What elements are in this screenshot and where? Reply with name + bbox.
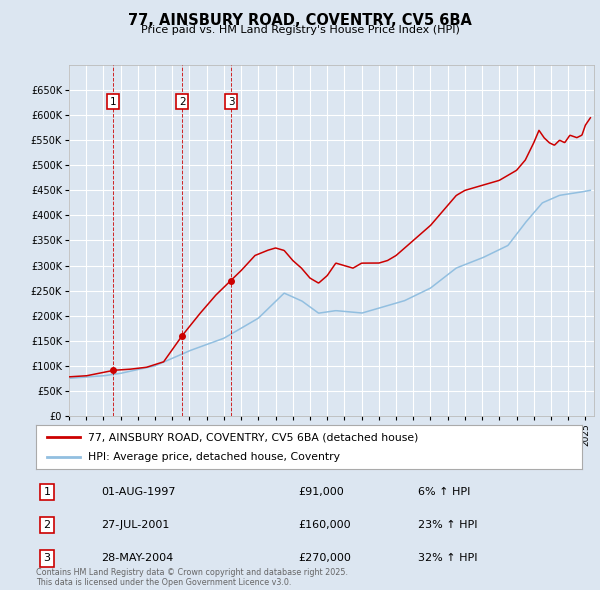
Text: 2: 2 <box>43 520 50 530</box>
Text: 6% ↑ HPI: 6% ↑ HPI <box>418 487 470 497</box>
Text: 27-JUL-2001: 27-JUL-2001 <box>101 520 170 530</box>
Text: £160,000: £160,000 <box>298 520 351 530</box>
Text: 32% ↑ HPI: 32% ↑ HPI <box>418 553 478 563</box>
Text: 23% ↑ HPI: 23% ↑ HPI <box>418 520 478 530</box>
Text: 28-MAY-2004: 28-MAY-2004 <box>101 553 174 563</box>
Text: HPI: Average price, detached house, Coventry: HPI: Average price, detached house, Cove… <box>88 452 340 461</box>
Text: Contains HM Land Registry data © Crown copyright and database right 2025.
This d: Contains HM Land Registry data © Crown c… <box>36 568 348 587</box>
Text: 01-AUG-1997: 01-AUG-1997 <box>101 487 176 497</box>
Text: 2: 2 <box>179 97 185 107</box>
Text: £91,000: £91,000 <box>298 487 344 497</box>
Text: 1: 1 <box>110 97 117 107</box>
Text: 3: 3 <box>43 553 50 563</box>
Text: 77, AINSBURY ROAD, COVENTRY, CV5 6BA (detached house): 77, AINSBURY ROAD, COVENTRY, CV5 6BA (de… <box>88 432 418 442</box>
Text: 3: 3 <box>227 97 234 107</box>
Text: £270,000: £270,000 <box>298 553 351 563</box>
Text: Price paid vs. HM Land Registry's House Price Index (HPI): Price paid vs. HM Land Registry's House … <box>140 25 460 35</box>
Text: 77, AINSBURY ROAD, COVENTRY, CV5 6BA: 77, AINSBURY ROAD, COVENTRY, CV5 6BA <box>128 13 472 28</box>
Text: 1: 1 <box>43 487 50 497</box>
